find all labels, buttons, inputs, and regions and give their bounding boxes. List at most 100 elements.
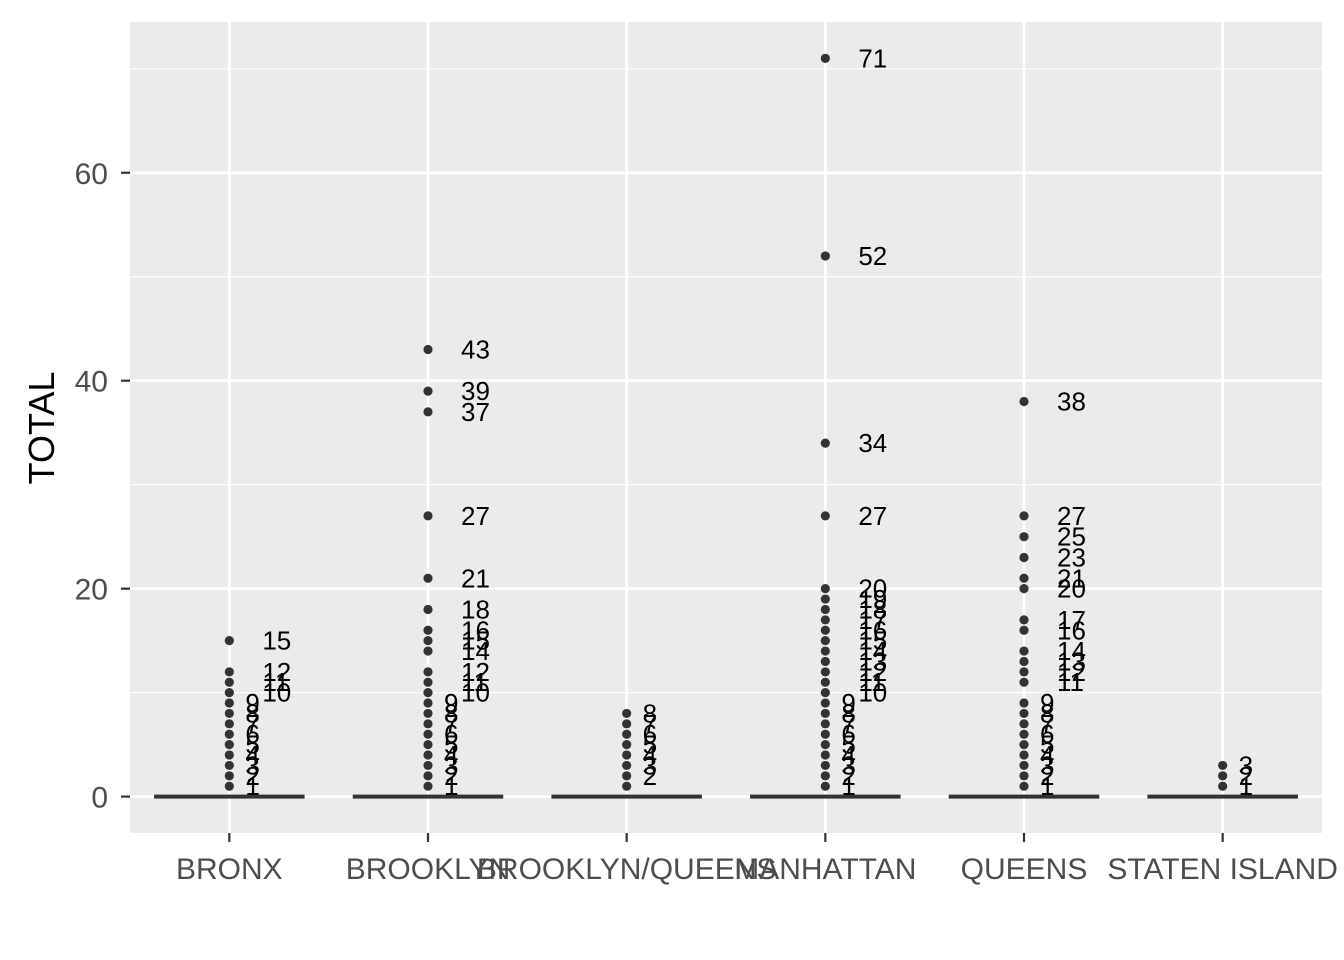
outlier-point [1019,708,1029,719]
outlier-point [1019,615,1029,625]
point-label: 14 [858,636,887,666]
outlier-point [622,750,632,760]
outlier-point [224,760,234,771]
point-label: 9 [841,688,855,718]
point-label: 12 [1057,657,1086,687]
outlier-point [1019,656,1029,667]
point-label: 14 [1057,636,1086,666]
outlier-point [423,511,433,521]
outlier-point [224,667,234,677]
point-label: 15 [461,626,490,656]
outlier-point [423,573,433,583]
outlier-point [1019,625,1029,635]
point-label: 3 [444,750,458,780]
point-label: 10 [858,678,887,708]
outlier-point [423,667,433,677]
point-label: 52 [858,241,887,271]
point-label: 27 [461,501,490,531]
outlier-point [423,344,433,355]
outlier-point [820,53,830,63]
point-label: 21 [461,563,490,593]
outlier-point [1019,771,1029,781]
point-label: 7 [643,709,657,739]
point-label: 3 [1040,750,1054,780]
point-label: 16 [858,615,887,645]
grid-lines [130,22,1322,833]
outlier-point [1019,750,1029,760]
outlier-point [820,646,830,656]
x-tick-label: MANHATTAN [734,853,916,886]
outlier-point [423,781,433,791]
outlier-point [820,698,830,708]
plot-panel [130,22,1322,833]
outlier-point [423,708,433,719]
point-label: 9 [245,688,259,718]
point-label: 20 [1057,574,1086,604]
outlier-point [1019,511,1029,521]
outlier-point [622,771,632,781]
outlier-point [622,760,632,771]
outlier-point [820,667,830,677]
outlier-point [1019,396,1029,407]
outlier-point [820,719,830,729]
outlier-point [820,594,830,604]
point-label: 1 [444,771,458,801]
outlier-point [820,636,830,646]
outlier-point [423,677,433,687]
outlier-point [423,771,433,781]
outlier-point [1019,584,1029,594]
point-label: 4 [841,740,855,770]
point-label: 11 [461,667,488,697]
point-label: 4 [643,740,657,770]
outlier-point [1019,781,1029,791]
outlier-point [820,708,830,719]
outlier-point [820,740,830,750]
outlier-point [1019,677,1029,687]
panel-background [130,22,1322,833]
outlier-point [820,771,830,781]
point-label: 12 [461,657,490,687]
point-label: 25 [1057,522,1086,552]
outlier-point [622,708,632,719]
outlier-point [1218,781,1228,791]
outlier-point [224,688,234,698]
outlier-point [224,729,234,739]
point-label: 16 [1057,615,1086,645]
outlier-point [820,656,830,667]
outlier-point [820,438,830,448]
point-label: 2 [643,761,657,791]
point-label: 13 [858,646,887,676]
point-label: 10 [461,678,490,708]
outlier-point [820,251,830,261]
outlier-point [224,750,234,760]
point-label: 5 [841,730,855,760]
outlier-point [224,740,234,750]
point-label: 11 [1057,667,1084,697]
point-label: 23 [1057,542,1086,572]
point-label: 6 [841,719,855,749]
outlier-point [224,719,234,729]
outlier-point [1019,719,1029,729]
outlier-point [423,636,433,646]
point-label: 7 [841,709,855,739]
axes: 0 20 40 60 BRONX BROOKLYNBROOKLYN/QUEENSMANHA… [75,158,1338,886]
point-label: 12 [858,657,887,687]
point-label: 15 [858,626,887,656]
point-label: 4 [1040,740,1054,770]
point-label: 43 [461,335,490,365]
outlier-point [820,760,830,771]
point-label: 7 [1040,709,1054,739]
outlier-point [224,636,234,646]
point-label: 8 [841,698,855,728]
y-tick-label: 0 [91,782,108,815]
point-label: 8 [444,698,458,728]
point-label: 8 [245,698,259,728]
point-label: 17 [1057,605,1086,635]
outlier-point [820,750,830,760]
outlier-point [622,719,632,729]
point-label: 2 [841,761,855,791]
outlier-point [1019,740,1029,750]
outlier-point [1019,552,1029,563]
point-label: 6 [1040,719,1054,749]
